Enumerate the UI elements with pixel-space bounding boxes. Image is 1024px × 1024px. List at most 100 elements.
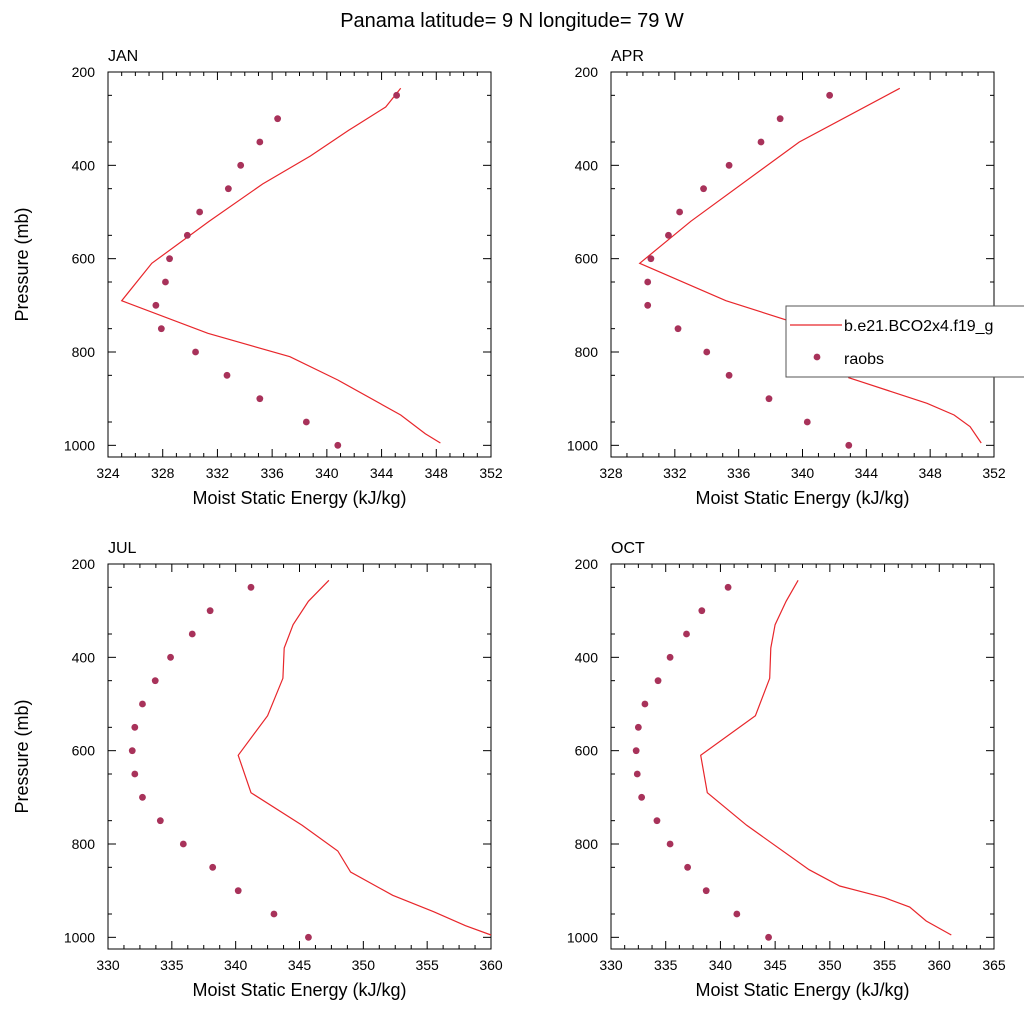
x-tick-label: 330 <box>599 957 623 973</box>
x-tick-label: 332 <box>206 465 230 481</box>
raobs-point <box>270 910 278 918</box>
raobs-point <box>256 395 264 403</box>
panel-jul: JUL 330 335 340 345 350 355 360 200 400 600 800 1000… <box>12 540 503 1000</box>
x-tick-label: 340 <box>791 465 815 481</box>
raobs-point <box>206 607 214 615</box>
y-axis-label: Pressure (mb) <box>12 699 32 813</box>
raobs-point <box>393 91 401 99</box>
raobs-point <box>192 348 199 356</box>
raobs-point <box>247 583 255 591</box>
y-tick-label: 1000 <box>64 929 95 945</box>
x-tick-label: 340 <box>709 957 733 973</box>
x-tick-label: 330 <box>96 957 120 973</box>
raobs-point <box>666 653 674 661</box>
model-series-line <box>237 579 492 936</box>
x-axis-label: Moist Static Energy (kJ/kg) <box>192 980 406 1000</box>
raobs-point <box>644 301 652 309</box>
raobs-point <box>647 255 655 263</box>
raobs-point <box>139 700 146 708</box>
raobs-point <box>698 607 706 615</box>
raobs-point <box>683 630 690 638</box>
raobs-point <box>700 185 707 193</box>
x-tick-label: 336 <box>260 465 284 481</box>
raobs-point <box>724 583 732 591</box>
x-tick-label: 336 <box>727 465 751 481</box>
y-tick-label: 1000 <box>567 437 598 453</box>
legend-obs-label: raobs <box>844 351 884 368</box>
panel-title: JAN <box>108 48 138 65</box>
raobs-point <box>188 630 196 638</box>
raobs-point <box>676 208 684 216</box>
x-tick-label: 360 <box>928 957 952 973</box>
model-series-line <box>700 580 952 936</box>
raobs-point <box>666 840 674 848</box>
raobs-point <box>633 770 641 778</box>
x-axis-label: Moist Static Energy (kJ/kg) <box>192 488 406 508</box>
y-tick-label: 200 <box>72 64 96 80</box>
x-tick-label: 355 <box>873 957 897 973</box>
x-tick-label: 324 <box>96 465 120 481</box>
x-tick-label: 352 <box>982 465 1006 481</box>
y-tick-label: 1000 <box>64 437 95 453</box>
raobs-point <box>654 677 662 685</box>
plot-frame <box>107 563 492 950</box>
raobs-point <box>196 208 204 216</box>
raobs-point <box>638 793 646 801</box>
x-tick-label: 344 <box>855 465 879 481</box>
y-tick-label: 400 <box>72 157 96 173</box>
plot-frame <box>107 71 492 458</box>
raobs-point <box>776 115 784 123</box>
raobs-point <box>224 185 232 193</box>
plot-frame <box>610 563 995 950</box>
x-tick-label: 340 <box>315 465 339 481</box>
model-series-line <box>638 87 982 444</box>
x-tick-label: 340 <box>224 957 248 973</box>
x-tick-label: 350 <box>818 957 842 973</box>
x-axis-label: Moist Static Energy (kJ/kg) <box>695 980 909 1000</box>
raobs-point <box>131 723 139 731</box>
plot-frame <box>610 71 995 458</box>
raobs-point <box>634 723 642 731</box>
raobs-point <box>128 747 136 755</box>
raobs-point <box>644 278 652 286</box>
raobs-point <box>152 301 160 309</box>
x-tick-label: 365 <box>982 957 1006 973</box>
raobs-point <box>803 418 811 426</box>
y-tick-label: 400 <box>575 649 599 665</box>
legend-dot-swatch <box>813 353 821 361</box>
raobs-point <box>725 161 733 169</box>
panel-title: OCT <box>611 540 645 557</box>
panel-title: JUL <box>108 540 137 557</box>
raobs-point <box>632 747 640 755</box>
raobs-point <box>665 231 672 239</box>
chart-panels: JAN 324 328 332 336 340 344 348 352 200 400 600 800 1… <box>12 48 1024 1000</box>
x-tick-label: 345 <box>288 957 312 973</box>
raobs-point <box>166 255 173 263</box>
raobs-point <box>274 115 282 123</box>
x-tick-label: 328 <box>151 465 175 481</box>
raobs-point <box>334 441 342 449</box>
raobs-point <box>765 395 773 403</box>
raobs-point <box>237 161 245 169</box>
raobs-point <box>653 817 661 825</box>
raobs-point <box>684 863 691 871</box>
legend-box <box>785 305 1024 378</box>
y-tick-label: 600 <box>575 251 599 267</box>
raobs-point <box>725 371 733 379</box>
x-tick-label: 350 <box>352 957 376 973</box>
y-tick-label: 600 <box>72 251 96 267</box>
y-tick-label: 200 <box>575 556 599 572</box>
raobs-point <box>702 887 710 895</box>
y-axis-label: Pressure (mb) <box>12 207 32 321</box>
y-tick-label: 600 <box>575 743 599 759</box>
x-tick-label: 348 <box>425 465 449 481</box>
raobs-point <box>733 910 741 918</box>
x-tick-label: 335 <box>654 957 678 973</box>
figure-title: Panama latitude= 9 N longitude= 79 W <box>340 10 684 32</box>
x-tick-label: 328 <box>599 465 623 481</box>
raobs-point <box>156 817 164 825</box>
x-tick-label: 360 <box>479 957 503 973</box>
x-tick-label: 332 <box>663 465 687 481</box>
x-tick-label: 348 <box>918 465 942 481</box>
